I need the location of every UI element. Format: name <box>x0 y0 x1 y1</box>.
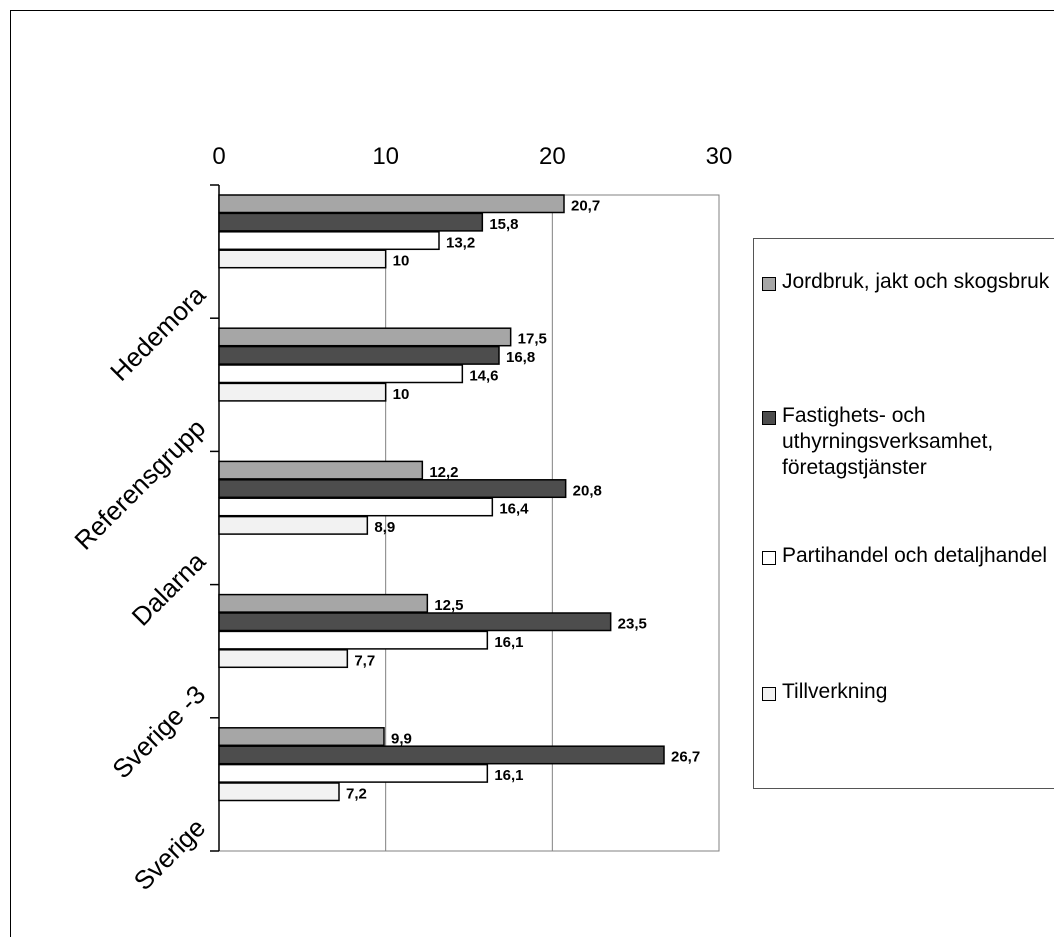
data-label: 20,8 <box>573 482 602 499</box>
bar <box>218 630 489 650</box>
legend-item-partihandel: Partihandel och detaljhandel <box>762 543 1052 569</box>
bar <box>218 364 464 384</box>
data-label: 13,2 <box>446 234 475 251</box>
bar <box>218 231 440 251</box>
data-label: 16,1 <box>494 634 523 651</box>
x-tick-label: 10 <box>372 143 399 170</box>
data-label: 17,5 <box>518 331 547 348</box>
bar <box>218 479 567 499</box>
legend-item-jordbruk: Jordbruk, jakt och skogsbruk <box>762 269 1052 295</box>
category-label: Sverige <box>128 812 212 896</box>
legend-item-tillverkning: Tillverkning <box>762 679 1052 705</box>
legend-label: Partihandel och detaljhandel <box>782 544 1048 567</box>
category-label: Dalarna <box>126 546 212 632</box>
x-axis-ticks: 0 10 20 30 <box>212 143 732 170</box>
data-label: 12,5 <box>434 597 463 614</box>
data-label: 26,7 <box>671 749 700 766</box>
data-label: 20,7 <box>571 198 600 215</box>
bar <box>218 327 512 347</box>
legend-item-fastighets: Fastighets- och uthyrningsverksamhet, fö… <box>762 403 1052 481</box>
x-tick-label: 30 <box>706 143 733 170</box>
bar <box>218 649 349 669</box>
bar <box>218 212 484 232</box>
bar <box>218 345 500 365</box>
legend-label: Tillverkning <box>782 680 888 703</box>
data-label: 16,4 <box>499 501 529 518</box>
data-label: 16,1 <box>494 767 523 784</box>
legend-swatch <box>762 411 776 425</box>
x-tick-label: 0 <box>212 143 225 170</box>
data-label: 10 <box>393 253 410 270</box>
legend-label: Fastighets- och uthyrningsverksamhet, fö… <box>782 404 994 479</box>
bars <box>218 194 665 802</box>
data-label: 15,8 <box>489 216 518 233</box>
data-label: 7,7 <box>354 652 375 669</box>
data-label: 23,5 <box>618 616 647 633</box>
legend-label: Jordbruk, jakt och skogsbruk <box>782 270 1050 293</box>
data-label: 8,9 <box>374 519 395 536</box>
category-label: Hedemora <box>104 279 211 386</box>
bar <box>218 249 387 269</box>
data-label: 16,8 <box>506 349 535 366</box>
bar <box>218 727 385 747</box>
bar <box>218 194 565 214</box>
legend-swatch <box>762 687 776 701</box>
category-label: Referensgrupp <box>68 413 211 556</box>
bar <box>218 612 612 632</box>
data-label: 12,2 <box>429 464 458 481</box>
bar <box>218 497 494 517</box>
bar <box>218 593 429 613</box>
bar <box>218 382 387 402</box>
bar <box>218 460 424 480</box>
bar <box>218 515 369 535</box>
legend-swatch <box>762 551 776 565</box>
data-labels: 20,7 15,8 13,2 10 17,516,8 14,6 10 12,2 20,8 16,4… <box>346 198 700 803</box>
legend-swatch <box>762 277 776 291</box>
bar <box>218 782 340 802</box>
data-label: 14,6 <box>469 368 498 385</box>
data-label: 9,9 <box>391 730 412 747</box>
x-tick-label: 20 <box>539 143 566 170</box>
bar <box>218 745 665 765</box>
data-label: 10 <box>393 386 410 403</box>
legend: Jordbruk, jakt och skogsbruk Fastighets-… <box>753 238 1054 789</box>
category-label: Sverige -3 <box>106 679 211 784</box>
bar <box>218 763 489 783</box>
data-label: 7,2 <box>346 786 367 803</box>
